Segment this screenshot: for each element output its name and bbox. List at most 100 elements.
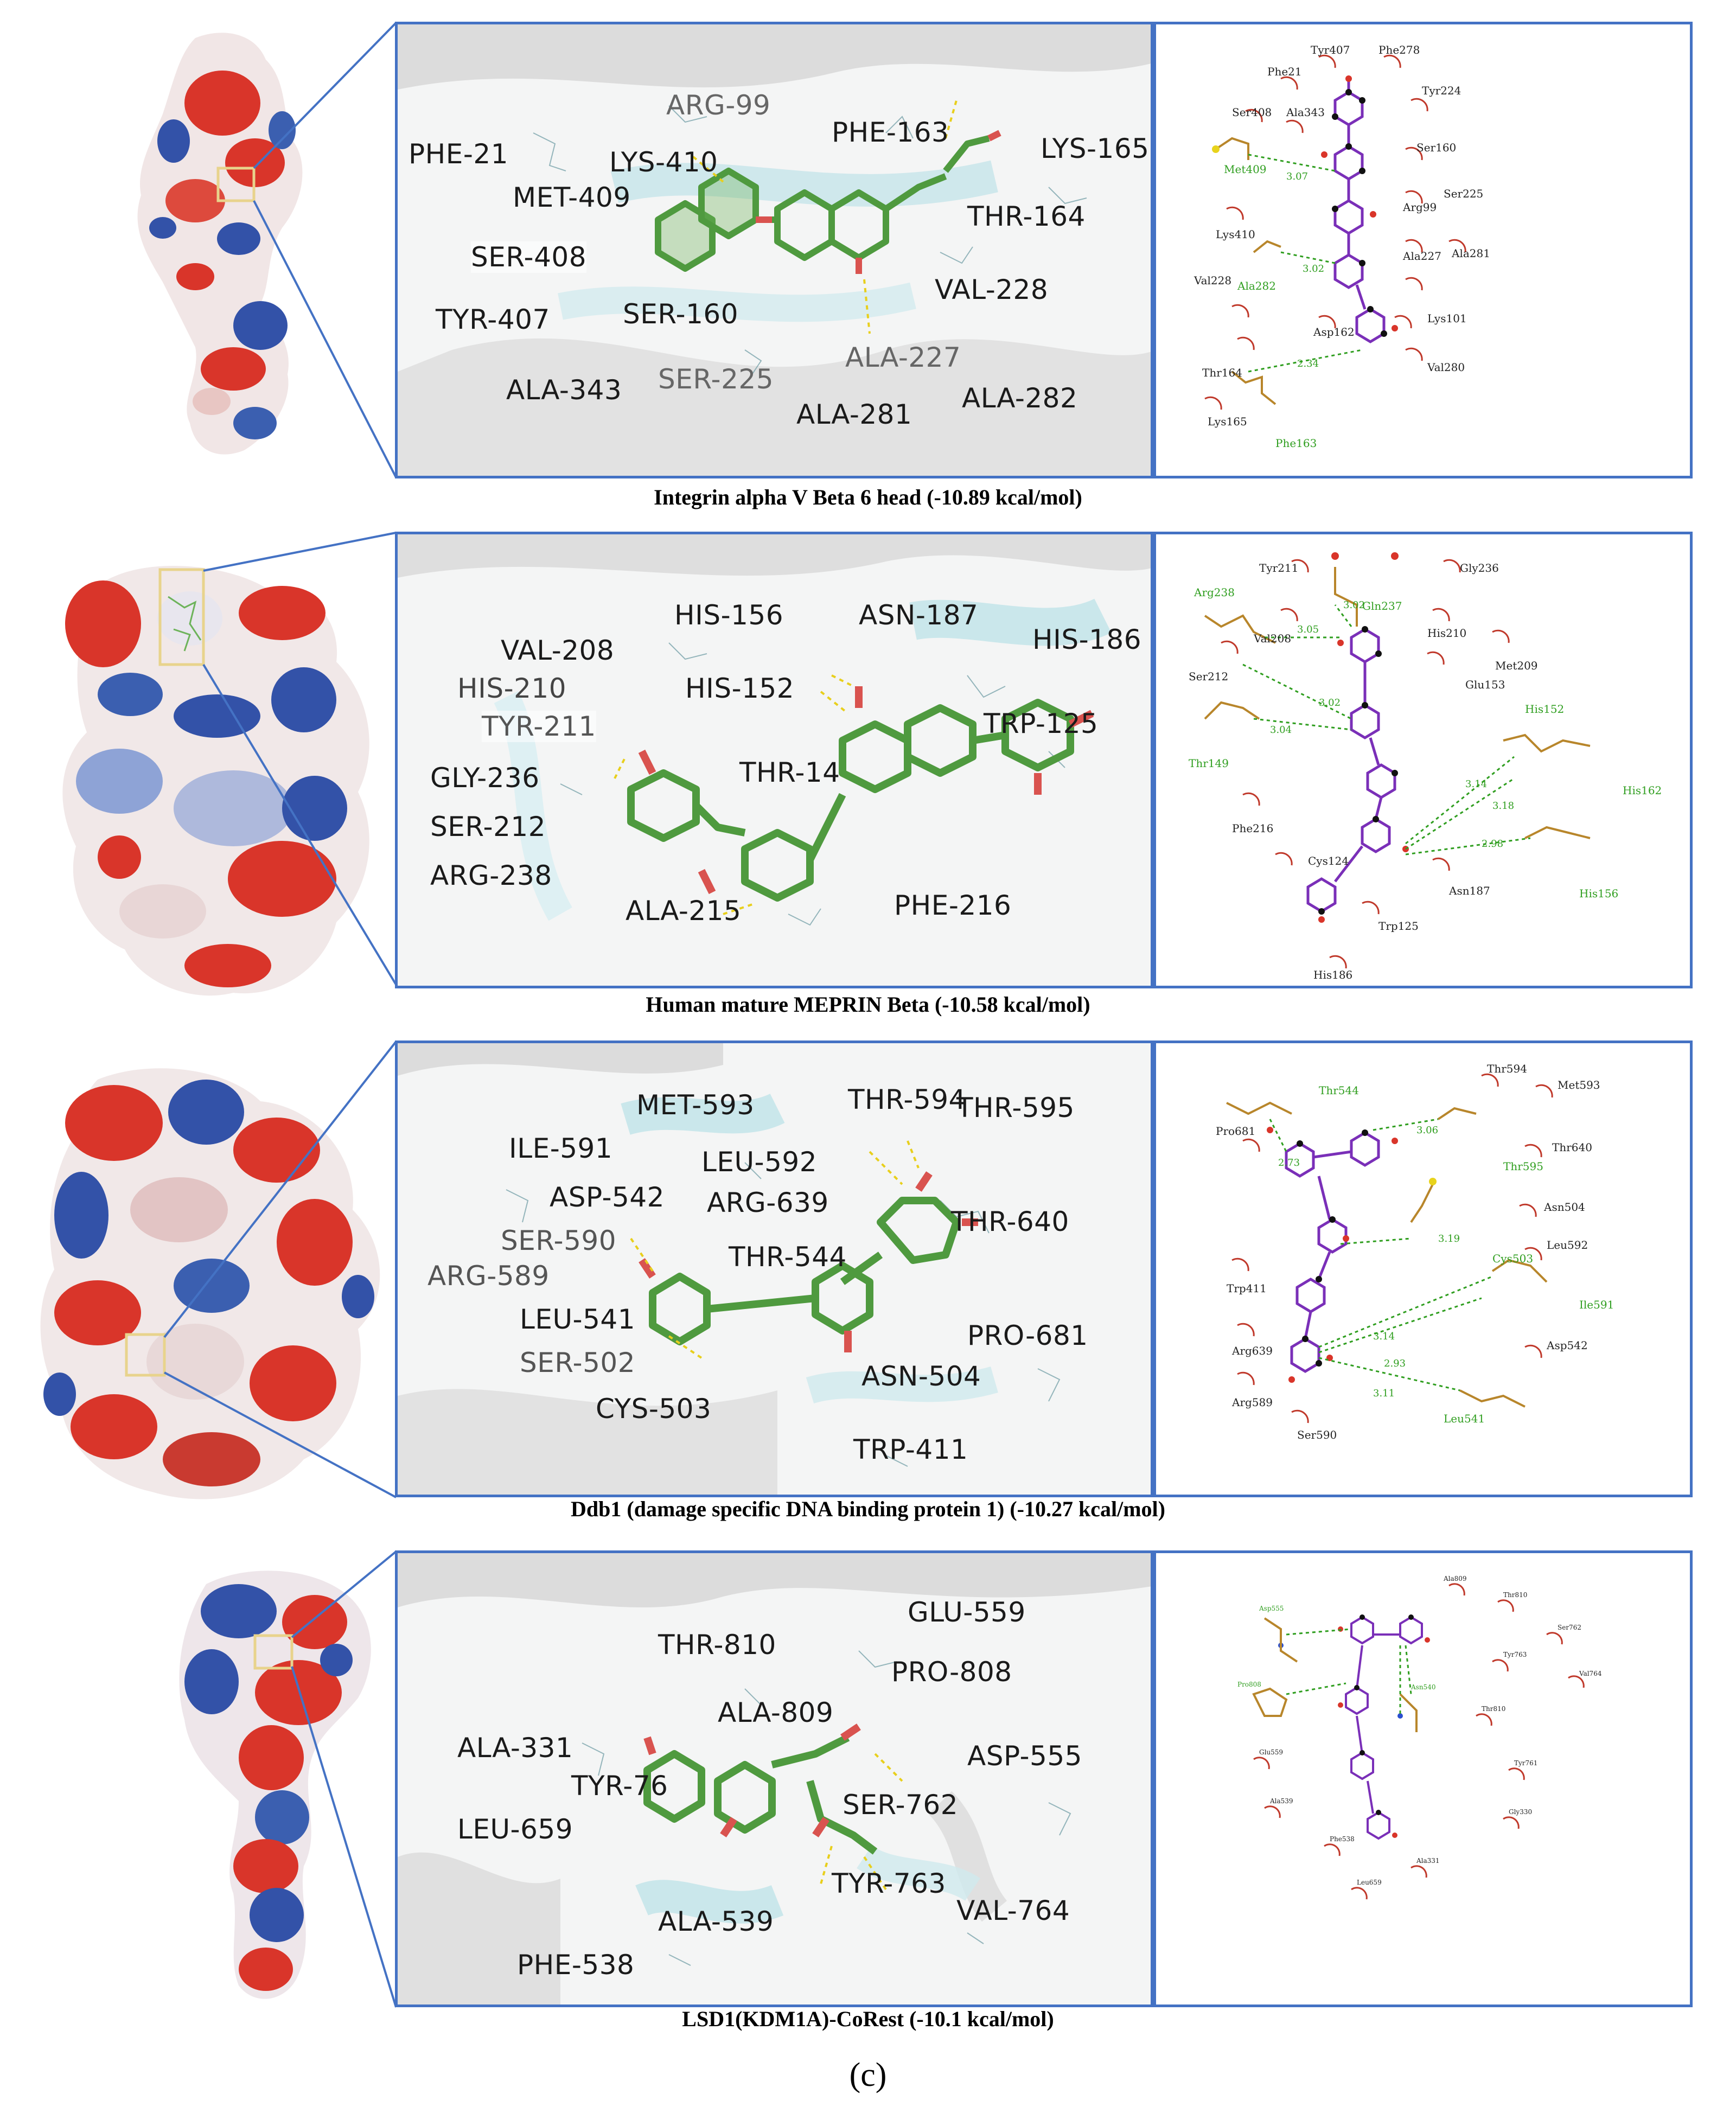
residue-label: ALA-539 [658,1906,774,1937]
residue-label: ALA-331 [457,1732,573,1764]
ligplot-label: Ser160 [1416,141,1457,154]
ligplot-distance: 3.02 [1343,599,1365,611]
residue-label: ALA-227 [845,342,961,373]
zoom-lines-3 [163,1040,397,1498]
ligplot-label: Ala227 [1403,250,1441,263]
residue-label: LEU-541 [520,1304,636,1335]
ligplot-hbond-residue: Phe163 [1275,437,1317,450]
ligplot-label: Asn504 [1544,1201,1585,1214]
residue-label: TYR-407 [436,304,550,335]
ligplot-label: Val208 [1254,632,1292,645]
zoom-lines-4 [291,1550,397,2008]
panel-4: THR-810 GLU-559 PRO-808 ALA-809 ALA-331 … [0,1541,1736,2040]
ligplot-hbond-residue: Asn540 [1411,1683,1436,1691]
residue-label: GLU-559 [908,1597,1026,1628]
residue-label: PHE-21 [409,138,509,170]
residue-label: ARG-589 [427,1260,550,1292]
residue-label: ALA-215 [626,895,742,927]
residue-label: THR-810 [658,1629,776,1661]
ligplot-label: Leu592 [1547,1239,1588,1252]
ligplot-label: Ala809 [1444,1575,1467,1582]
ligplot-label: Gly330 [1509,1808,1533,1816]
ligplot-label: Val280 [1427,361,1465,374]
ligplot-label: Phe216 [1232,822,1274,835]
ligplot-label: Lys101 [1427,312,1467,325]
ligplot-hbond-residue: Ala282 [1237,279,1276,292]
ligplot-label: Tyr224 [1422,84,1461,97]
residue-label: THR-544 [729,1241,847,1273]
residue-label: ASP-555 [967,1740,1082,1772]
residue-label: TYR-211 [482,711,596,742]
ligplot-distance: 3.14 [1465,778,1488,790]
ligplot-distance: 2.73 [1278,1157,1300,1169]
residue-label: ASN-504 [861,1361,981,1392]
residue-label: SER-160 [623,298,739,330]
residue-label: THR-594 [848,1084,966,1115]
ligplot-distance: 3.06 [1416,1125,1439,1136]
residue-label: TYR-76 [571,1770,668,1802]
residue-label: VAL-764 [956,1895,1070,1926]
residue-label: PHE-538 [517,1949,635,1981]
ligplot-label: Thr164 [1202,366,1242,379]
panel-caption: Integrin alpha V Beta 6 head (-10.89 kca… [654,485,1082,509]
panel-caption: Ddb1 (damage specific DNA binding protei… [571,1497,1165,1521]
ligplot-distance: 3.07 [1286,171,1309,182]
ligplot-hbond-residue: His162 [1623,784,1662,797]
ligplot-distance: 3.02 [1319,697,1341,708]
ligplot-label: Gly236 [1460,561,1499,574]
binding-site-view-3: MET-593 THR-594 THR-595 ILE-591 LEU-592 … [395,1040,1153,1497]
ligplot-diagram-4: Ala809 Thr810 Ser762 Tyr763 Val764 Thr81… [1153,1550,1693,2007]
ligplot-label: Val764 [1579,1670,1602,1677]
ligplot-hbond-residue: Thr544 [1319,1084,1359,1097]
ligplot-label: Ser762 [1558,1624,1581,1631]
ligplot-label: Met209 [1495,659,1538,672]
residue-label: LYS-410 [609,146,718,178]
residue-label: ASN-187 [859,599,979,631]
residue-label: ILE-591 [509,1133,613,1164]
residue-label: TYR-763 [832,1868,946,1899]
binding-site-view-1: PHE-21 ARG-99 LYS-410 MET-409 PHE-163 LY… [395,22,1153,478]
ligplot-label: Phe278 [1378,43,1420,56]
panel-caption: Human mature MEPRIN Beta (-10.58 kcal/mo… [646,992,1090,1017]
ligplot-label: Val228 [1194,274,1232,287]
ligplot-label: Thr594 [1487,1062,1527,1075]
ligplot-label: Thr810 [1482,1705,1506,1713]
ligplot-label: Leu659 [1357,1879,1382,1886]
residue-label: HIS-156 [674,599,784,631]
residue-label: MET-409 [513,182,631,213]
residue-label: ARG-238 [430,860,552,891]
residue-label: THR-640 [951,1206,1069,1237]
ligplot-label: Ala331 [1416,1857,1440,1865]
ligplot-label: Tyr211 [1259,561,1299,574]
ligplot-label: Asp162 [1313,325,1355,339]
ligplot-hbond-residue: Thr595 [1503,1160,1543,1173]
ligplot-diagram-1: Phe21 Tyr407 Phe278 Tyr224 Ser408 Ala343… [1153,22,1693,478]
ligplot-hbond-residue: Arg238 [1194,586,1235,599]
ligplot-label: Arg589 [1232,1396,1273,1409]
ligplot-hbond-residue: His152 [1525,703,1565,716]
residue-label: HIS-210 [457,673,567,704]
ligplot-label: Met593 [1558,1078,1600,1091]
residue-label: HIS-186 [1032,624,1142,655]
residue-label: ARG-99 [666,90,771,121]
ligplot-label: Ala539 [1270,1797,1293,1805]
ligplot-label: Lys410 [1216,228,1255,241]
ligplot-label: Ser225 [1444,187,1484,200]
ligplot-label: Pro681 [1216,1125,1256,1138]
ligplot-label: Trp411 [1227,1282,1267,1295]
residue-label: ALA-281 [796,399,912,430]
ligplot-label: Ala281 [1452,247,1490,260]
ligplot-distance: 2.34 [1297,358,1319,369]
ligplot-distance: 3.19 [1438,1233,1460,1244]
ligplot-hbond-residue: Leu541 [1444,1412,1485,1425]
residue-label: THR-595 [956,1092,1075,1123]
binding-site-view-2: HIS-156 ASN-187 VAL-208 HIS-186 HIS-210 … [395,532,1153,988]
ligplot-label: Glu559 [1259,1748,1284,1756]
ligplot-label: Asn187 [1449,884,1490,897]
zoom-lines-1 [253,22,397,478]
ligplot-label: His186 [1313,968,1353,981]
ligplot-label: Arg639 [1232,1344,1273,1357]
residue-label: ALA-809 [718,1697,834,1728]
protein-surface-3 [40,1068,380,1499]
residue-label: VAL-228 [935,274,1049,305]
